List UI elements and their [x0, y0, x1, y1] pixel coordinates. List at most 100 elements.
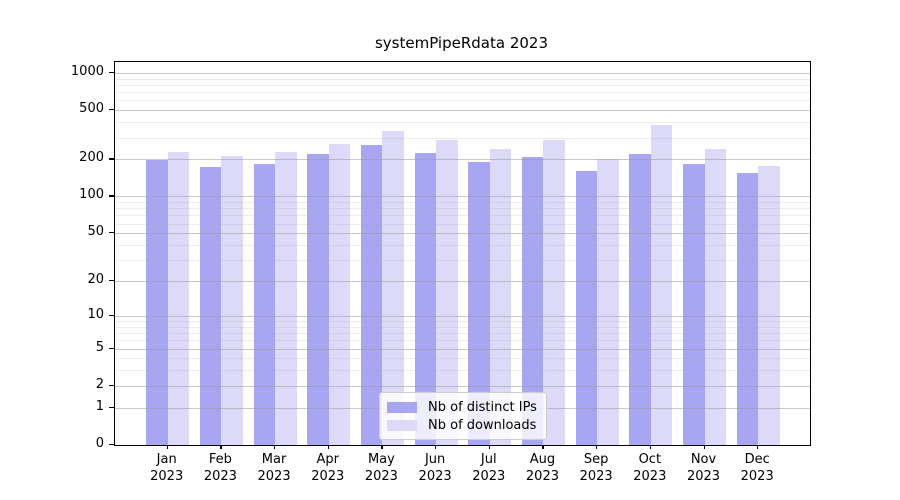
legend-entry-distinct-ips: Nb of distinct IPs [387, 398, 537, 416]
major-gridline [115, 159, 810, 161]
chart-title: systemPipeRdata 2023 [374, 34, 548, 52]
bar-nb-of-downloads [704, 149, 726, 445]
x-axis-tick [435, 445, 437, 449]
y-axis-tick [109, 384, 114, 387]
y-axis-tick-label: 50 [87, 224, 104, 240]
y-axis-tick [109, 232, 114, 234]
y-axis-tick-label: 1000 [70, 63, 104, 79]
x-axis-tick-label: May 2023 [364, 452, 398, 484]
x-axis-tick [381, 445, 383, 449]
bar-nb-of-distinct-ips [360, 145, 383, 445]
minor-gridline [115, 137, 810, 139]
y-axis-tick-label: 100 [79, 187, 104, 203]
bar-nb-of-downloads [275, 152, 297, 445]
legend-swatch-distinct-ips [387, 401, 417, 413]
minor-gridline [115, 333, 810, 335]
x-axis-tick-label: Apr 2023 [311, 452, 345, 484]
major-gridline [115, 385, 810, 387]
bar-nb-of-distinct-ips [146, 159, 168, 445]
x-axis-tick [703, 445, 705, 449]
minor-gridline [115, 223, 810, 225]
bar-nb-of-distinct-ips [521, 157, 544, 445]
bar-nb-of-downloads [382, 131, 404, 445]
bar-nb-of-downloads [328, 144, 351, 445]
x-axis-tick-label: Mar 2023 [257, 452, 291, 484]
y-axis-tick-label: 20 [87, 272, 104, 288]
x-axis-tick [166, 445, 168, 449]
legend: Nb of distinct IPs Nb of downloads [379, 392, 547, 440]
plot-area [114, 61, 811, 446]
major-gridline [115, 233, 810, 235]
bar-nb-of-distinct-ips [414, 153, 437, 445]
x-axis-tick-label: Aug 2023 [525, 452, 559, 484]
x-axis-tick-label: Jan 2023 [150, 452, 184, 484]
y-axis-tick-label: 500 [79, 101, 104, 117]
y-axis-tick [109, 406, 114, 408]
bar-nb-of-distinct-ips [575, 171, 598, 445]
y-axis-tick [109, 109, 114, 111]
bar-nb-of-downloads [758, 165, 780, 445]
x-axis-tick-label: Sep 2023 [579, 452, 613, 484]
minor-gridline [115, 260, 810, 262]
x-axis-tick [274, 445, 276, 449]
x-axis-tick [488, 445, 490, 449]
y-axis-tick-label: 2 [95, 376, 104, 392]
y-axis-tick [109, 444, 114, 446]
x-axis-tick-label: Oct 2023 [633, 452, 667, 484]
y-axis-tick [109, 280, 114, 282]
bar-nb-of-distinct-ips [307, 154, 329, 445]
minor-gridline [115, 202, 810, 204]
bar-nb-of-downloads [489, 148, 512, 445]
y-axis-tick-label: 5 [95, 339, 104, 355]
bar-nb-of-distinct-ips [468, 161, 490, 445]
minor-gridline [115, 326, 810, 328]
bar-nb-of-downloads [221, 156, 243, 445]
major-gridline [115, 348, 810, 350]
major-gridline [115, 315, 810, 317]
bar-nb-of-distinct-ips [736, 172, 759, 445]
minor-gridline [115, 78, 810, 80]
x-axis-tick [596, 445, 598, 449]
x-axis-tick-label: Nov 2023 [686, 452, 721, 484]
legend-label-downloads: Nb of downloads [428, 417, 537, 433]
bar-nb-of-distinct-ips [683, 163, 705, 445]
minor-gridline [115, 208, 810, 210]
bar-nb-of-downloads [650, 125, 673, 445]
bar-nb-of-distinct-ips [629, 154, 651, 445]
y-axis-tick-label: 0 [95, 436, 104, 451]
major-gridline [115, 72, 810, 74]
x-axis-tick [220, 445, 222, 449]
x-axis-tick [757, 445, 759, 449]
x-axis-tick-label: Feb 2023 [203, 452, 237, 484]
bar-nb-of-downloads [167, 151, 190, 445]
minor-gridline [115, 245, 810, 246]
minor-gridline [115, 321, 810, 322]
x-axis-tick-label: Jul 2023 [472, 452, 506, 484]
major-gridline [115, 196, 810, 198]
major-gridline [115, 281, 810, 283]
bar-nb-of-downloads [597, 159, 619, 445]
major-gridline [115, 110, 810, 112]
bar-nb-of-downloads [543, 140, 565, 445]
y-axis-tick [109, 71, 114, 74]
minor-gridline [115, 92, 810, 94]
y-axis-tick-label: 1 [95, 398, 104, 414]
y-axis-tick [109, 314, 114, 317]
bar-nb-of-downloads [436, 140, 458, 445]
y-axis-tick-label: 200 [79, 150, 104, 166]
bar-nb-of-distinct-ips [199, 166, 222, 445]
x-axis-tick-label: Dec 2023 [740, 452, 774, 484]
x-axis-tick [649, 445, 651, 449]
minor-gridline [115, 100, 810, 102]
y-axis-tick-label: 10 [87, 306, 104, 322]
minor-gridline [115, 340, 810, 342]
legend-label-distinct-ips: Nb of distinct IPs [428, 399, 537, 415]
legend-entry-downloads: Nb of downloads [387, 416, 537, 434]
y-axis-tick [109, 347, 114, 349]
minor-gridline [115, 370, 810, 372]
bar-nb-of-distinct-ips [253, 164, 276, 445]
legend-swatch-downloads [387, 419, 417, 431]
minor-gridline [115, 122, 810, 124]
x-axis-tick [542, 445, 544, 449]
